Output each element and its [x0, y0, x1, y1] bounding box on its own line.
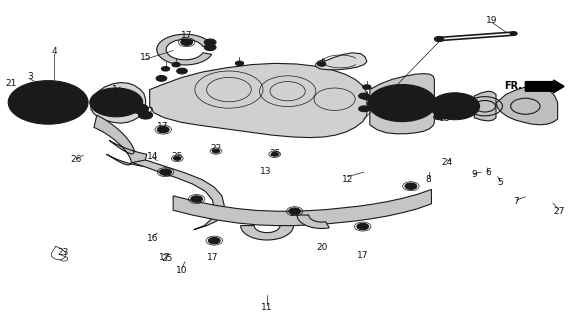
Circle shape	[8, 81, 88, 124]
Circle shape	[55, 110, 62, 114]
Circle shape	[271, 152, 278, 156]
Circle shape	[204, 44, 216, 51]
Text: 14: 14	[147, 152, 158, 161]
Text: 17: 17	[357, 251, 369, 260]
Circle shape	[359, 93, 369, 99]
Circle shape	[157, 126, 169, 133]
Text: 17: 17	[157, 122, 169, 131]
Circle shape	[35, 91, 42, 95]
Circle shape	[131, 104, 149, 114]
Text: 5: 5	[497, 178, 503, 187]
Circle shape	[359, 106, 369, 112]
Text: 18: 18	[439, 114, 451, 123]
Circle shape	[65, 100, 72, 104]
Text: 6: 6	[485, 168, 491, 177]
Text: 25: 25	[269, 149, 281, 158]
Circle shape	[235, 61, 244, 66]
Polygon shape	[241, 226, 294, 240]
Circle shape	[161, 67, 170, 71]
Text: FR.: FR.	[504, 81, 522, 92]
Circle shape	[434, 114, 444, 120]
Circle shape	[208, 237, 220, 244]
Circle shape	[204, 39, 216, 45]
Polygon shape	[91, 83, 146, 123]
Circle shape	[177, 68, 187, 74]
Text: 8: 8	[426, 175, 431, 184]
Text: 13: 13	[259, 167, 271, 176]
Circle shape	[363, 95, 371, 100]
Circle shape	[289, 208, 301, 214]
Circle shape	[139, 111, 153, 119]
Text: 11: 11	[261, 303, 273, 312]
Text: 17: 17	[207, 253, 218, 262]
Circle shape	[318, 62, 326, 66]
Circle shape	[434, 36, 444, 42]
Circle shape	[35, 110, 42, 114]
Circle shape	[156, 76, 167, 81]
Text: 10: 10	[176, 266, 188, 275]
Text: 25: 25	[171, 152, 183, 161]
Text: 3: 3	[28, 72, 33, 81]
Circle shape	[191, 196, 203, 202]
Circle shape	[357, 223, 369, 230]
Circle shape	[181, 39, 193, 45]
Polygon shape	[474, 91, 496, 121]
Text: 25: 25	[161, 254, 173, 263]
Text: 15: 15	[140, 53, 151, 62]
Text: 20: 20	[316, 244, 328, 252]
Circle shape	[25, 100, 32, 104]
Circle shape	[100, 93, 133, 111]
Polygon shape	[370, 74, 434, 134]
Circle shape	[363, 107, 371, 111]
Circle shape	[160, 169, 171, 175]
Text: 22: 22	[210, 144, 222, 153]
Text: 2: 2	[147, 108, 153, 116]
Circle shape	[212, 149, 220, 153]
Text: 21: 21	[5, 79, 16, 88]
Polygon shape	[157, 34, 212, 65]
FancyArrow shape	[525, 80, 564, 93]
Polygon shape	[150, 63, 367, 138]
Text: 27: 27	[553, 207, 565, 216]
Text: 9: 9	[471, 170, 477, 179]
Polygon shape	[316, 53, 367, 70]
Circle shape	[510, 32, 517, 36]
Polygon shape	[173, 189, 431, 226]
Text: 16: 16	[147, 234, 158, 243]
Circle shape	[363, 85, 371, 89]
Text: 19: 19	[486, 16, 498, 25]
Polygon shape	[496, 86, 558, 125]
Text: 1: 1	[112, 85, 117, 94]
Text: 26: 26	[70, 156, 82, 164]
Circle shape	[174, 156, 181, 160]
Circle shape	[90, 88, 143, 117]
Circle shape	[172, 62, 180, 67]
Text: 17: 17	[289, 209, 301, 218]
Circle shape	[34, 95, 62, 110]
Text: 24: 24	[441, 158, 453, 167]
Polygon shape	[94, 115, 147, 166]
Circle shape	[368, 84, 436, 122]
Circle shape	[55, 91, 62, 95]
Polygon shape	[132, 160, 224, 230]
Text: 4: 4	[51, 47, 57, 56]
Circle shape	[405, 183, 417, 189]
Circle shape	[430, 93, 480, 120]
Text: 17: 17	[181, 31, 193, 40]
Text: 17: 17	[158, 253, 170, 262]
Polygon shape	[297, 215, 329, 228]
Text: 7: 7	[514, 197, 519, 206]
Text: 12: 12	[342, 175, 353, 184]
Text: 23: 23	[58, 248, 69, 257]
